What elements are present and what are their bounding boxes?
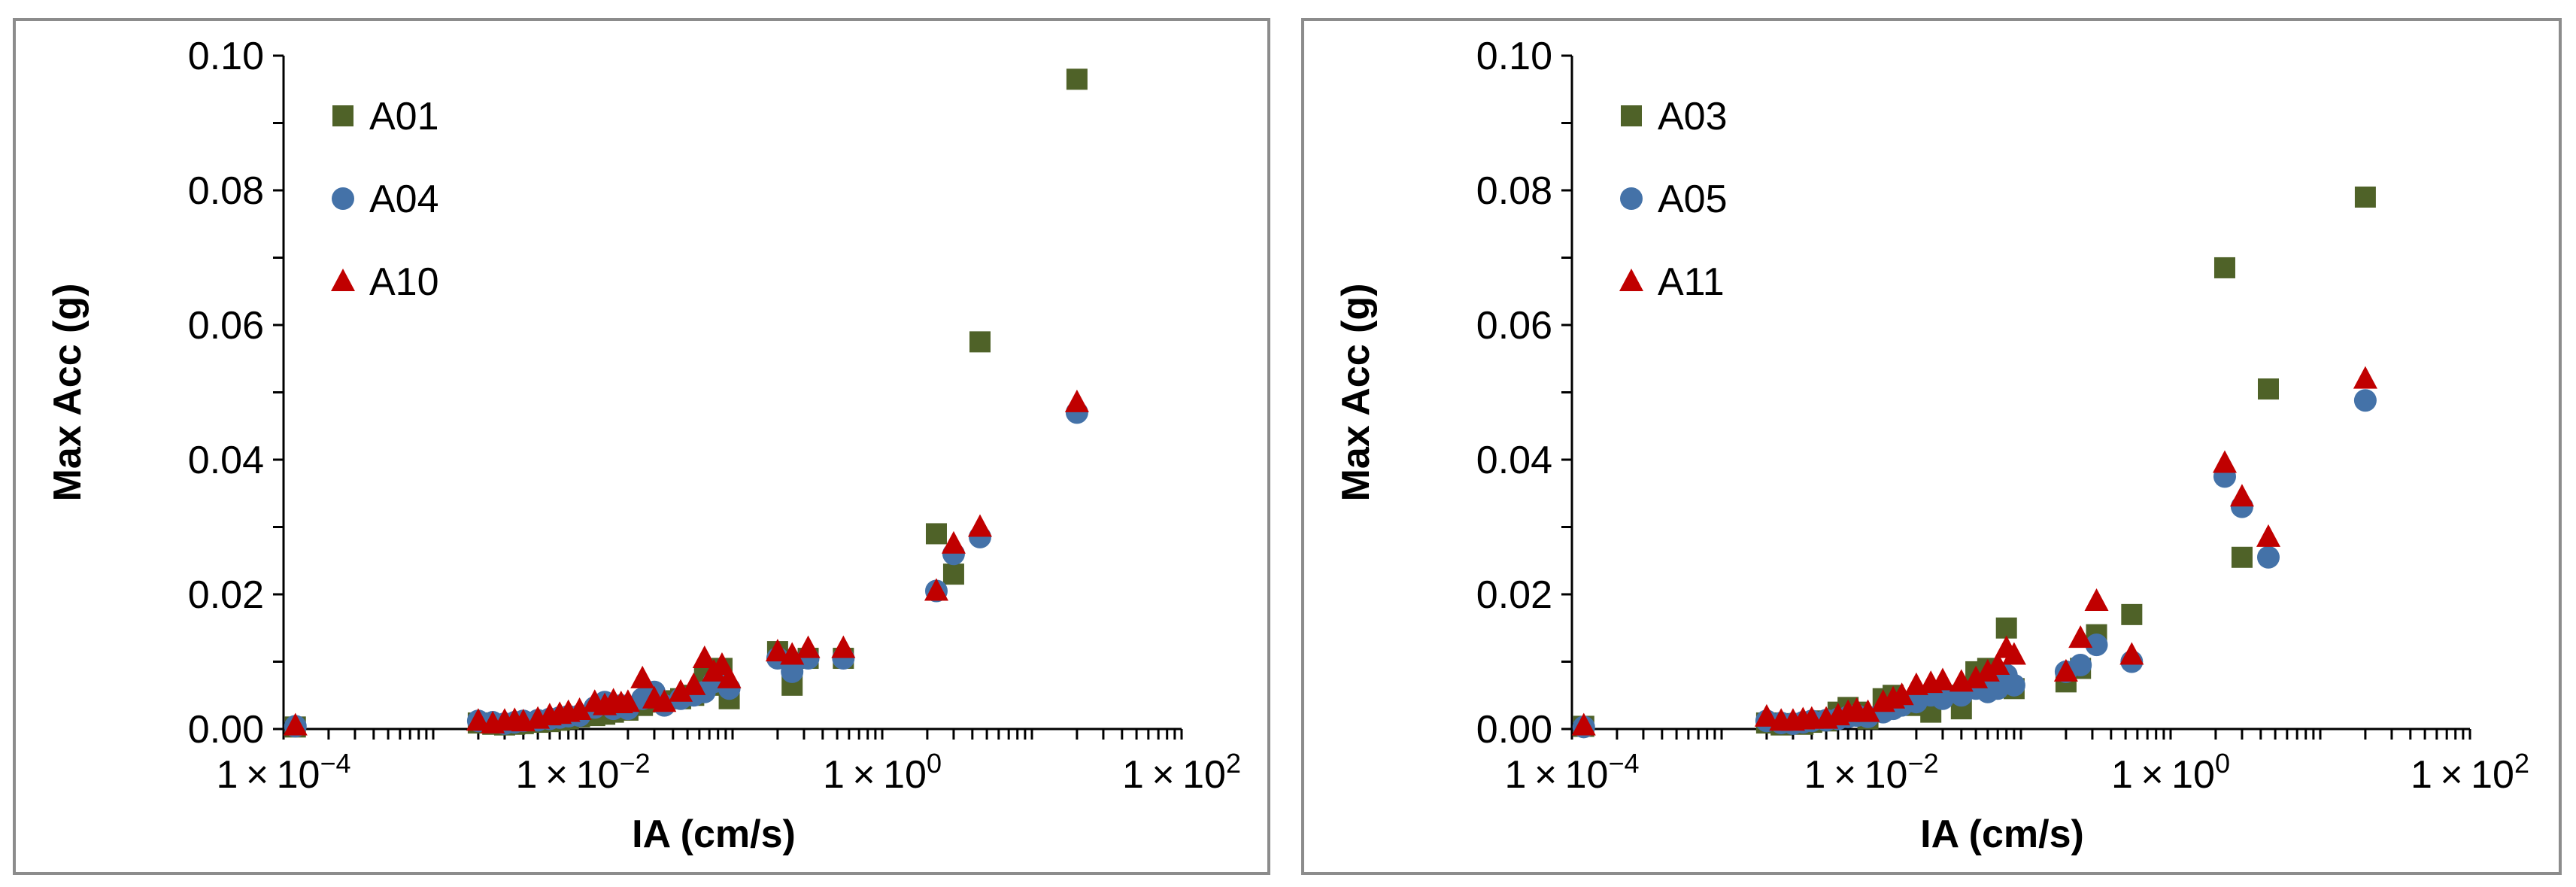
right-y-tick-label: 0.04	[1476, 439, 1552, 482]
right-point-a05	[2353, 389, 2377, 412]
left-point-a04	[781, 660, 804, 683]
right-y-axis-title: Max Acc (g)	[1334, 284, 1378, 502]
right-point-a11	[2353, 366, 2377, 389]
chart-panel-left: 0.00 0.02 0.04 0.06 0.08 0.10 1 × 10−4 1 × 10−2…	[13, 18, 1270, 875]
right-legend-label-a11: A11	[1658, 260, 1725, 304]
left-x-tick-label: 1 × 10−2	[516, 748, 651, 797]
chart-panel-right: 0.00 0.02 0.04 0.06 0.08 0.10 1 × 10−4 1 × 10−2…	[1301, 18, 2562, 875]
chart-right: 0.00 0.02 0.04 0.06 0.08 0.10 1 × 10−4 1 × 10−2…	[1334, 35, 2529, 856]
left-legend-marker-a01	[332, 105, 353, 126]
right-point-a03	[2213, 257, 2235, 278]
right-legend-label-a05: A05	[1658, 178, 1728, 221]
left-point-a10	[831, 635, 856, 658]
right-legend-marker-a11	[1619, 269, 1643, 291]
left-point-a10	[967, 514, 992, 537]
right-y-tick-label: 0.10	[1476, 35, 1552, 78]
right-point-a11	[1754, 703, 1779, 727]
left-legend-label-a01: A01	[369, 95, 439, 138]
right-point-a11	[1855, 699, 1880, 722]
left-legend-marker-a10	[331, 269, 355, 291]
right-legend-marker-a05	[1620, 187, 1643, 210]
left-point-a10	[652, 689, 677, 712]
left-x-tick-label: 1 × 100	[823, 748, 942, 797]
right-x-axis-title: IA (cm/s)	[1920, 813, 2084, 856]
left-point-a10	[681, 672, 706, 695]
left-y-tick-label: 0.06	[188, 304, 264, 348]
left-point-a10	[615, 689, 640, 712]
right-legend-marker-a03	[1621, 105, 1642, 126]
left-point-a10	[692, 646, 717, 669]
left-point-a10	[1064, 389, 1089, 412]
right-y-tick-label: 0.08	[1476, 169, 1552, 213]
left-legend-label-a04: A04	[369, 178, 439, 221]
left-y-axis-title: Max Acc (g)	[46, 284, 90, 502]
right-x-tick-label: 1 × 100	[2111, 748, 2230, 797]
right-point-a03	[2231, 546, 2253, 568]
left-y-tick-label: 0.08	[188, 169, 264, 213]
left-series-a01	[284, 68, 1088, 738]
left-point-a10	[466, 708, 490, 731]
right-point-a03	[2121, 603, 2143, 625]
left-y-tick-label: 0.00	[188, 708, 264, 752]
right-series-a11	[1571, 366, 2377, 736]
left-point-a01	[925, 523, 947, 545]
right-point-a05	[2069, 653, 2092, 676]
left-point-a01	[969, 331, 991, 353]
right-point-a11	[1964, 665, 1989, 688]
left-point-a01	[1066, 68, 1088, 90]
right-point-a11	[2053, 658, 2078, 682]
right-point-a03	[2257, 378, 2279, 400]
left-point-a10	[924, 578, 948, 601]
left-legend-label-a10: A10	[369, 260, 439, 304]
left-x-tick-label: 1 × 10−4	[217, 748, 351, 797]
right-point-a11	[2068, 625, 2093, 649]
right-x-tick-label: 1 × 10−2	[1804, 748, 1939, 797]
right-point-a11	[2256, 524, 2280, 547]
right-point-a11	[2084, 588, 2109, 611]
right-point-a03	[2354, 186, 2376, 208]
right-point-a05	[2002, 673, 2025, 697]
left-legend-marker-a04	[332, 187, 354, 210]
right-point-a11	[2229, 484, 2254, 507]
left-series-a10	[283, 389, 1089, 736]
right-point-a05	[1931, 687, 1954, 710]
right-y-tick-label: 0.06	[1476, 304, 1552, 348]
right-x-tick-label: 1 × 10−4	[1505, 748, 1640, 797]
chart-left: 0.00 0.02 0.04 0.06 0.08 0.10 1 × 10−4 1 × 10−2…	[46, 35, 1241, 856]
right-point-a11	[1986, 652, 2010, 675]
right-point-a11	[2001, 642, 2026, 665]
right-point-a11	[2119, 642, 2144, 665]
right-point-a11	[1571, 712, 1596, 736]
left-point-a10	[283, 712, 308, 736]
right-point-a05	[2085, 633, 2108, 657]
left-y-tick-label: 0.04	[188, 439, 264, 482]
left-x-tick-label: 1 × 102	[1122, 748, 1241, 797]
left-point-a10	[567, 697, 592, 720]
right-y-tick-label: 0.00	[1476, 708, 1552, 752]
right-y-tick-label: 0.02	[1476, 573, 1552, 617]
left-point-a10	[796, 635, 821, 658]
left-point-a10	[765, 639, 790, 662]
left-point-a10	[780, 642, 805, 665]
left-point-a10	[717, 665, 742, 688]
left-point-a10	[941, 530, 966, 554]
left-point-a10	[668, 679, 693, 702]
right-legend-label-a03: A03	[1658, 95, 1728, 138]
left-point-a01	[942, 563, 964, 585]
left-x-axis-title: IA (cm/s)	[632, 813, 796, 856]
left-y-tick-label: 0.02	[188, 573, 264, 617]
left-y-tick-label: 0.10	[188, 35, 264, 78]
right-point-a11	[2212, 450, 2237, 473]
right-x-tick-label: 1 × 102	[2411, 748, 2529, 797]
right-point-a11	[1975, 658, 2000, 682]
right-point-a03	[1995, 617, 2017, 639]
right-point-a11	[1930, 667, 1955, 691]
right-point-a11	[1889, 682, 1914, 706]
left-point-a10	[630, 665, 655, 688]
right-point-a05	[2256, 545, 2280, 569]
